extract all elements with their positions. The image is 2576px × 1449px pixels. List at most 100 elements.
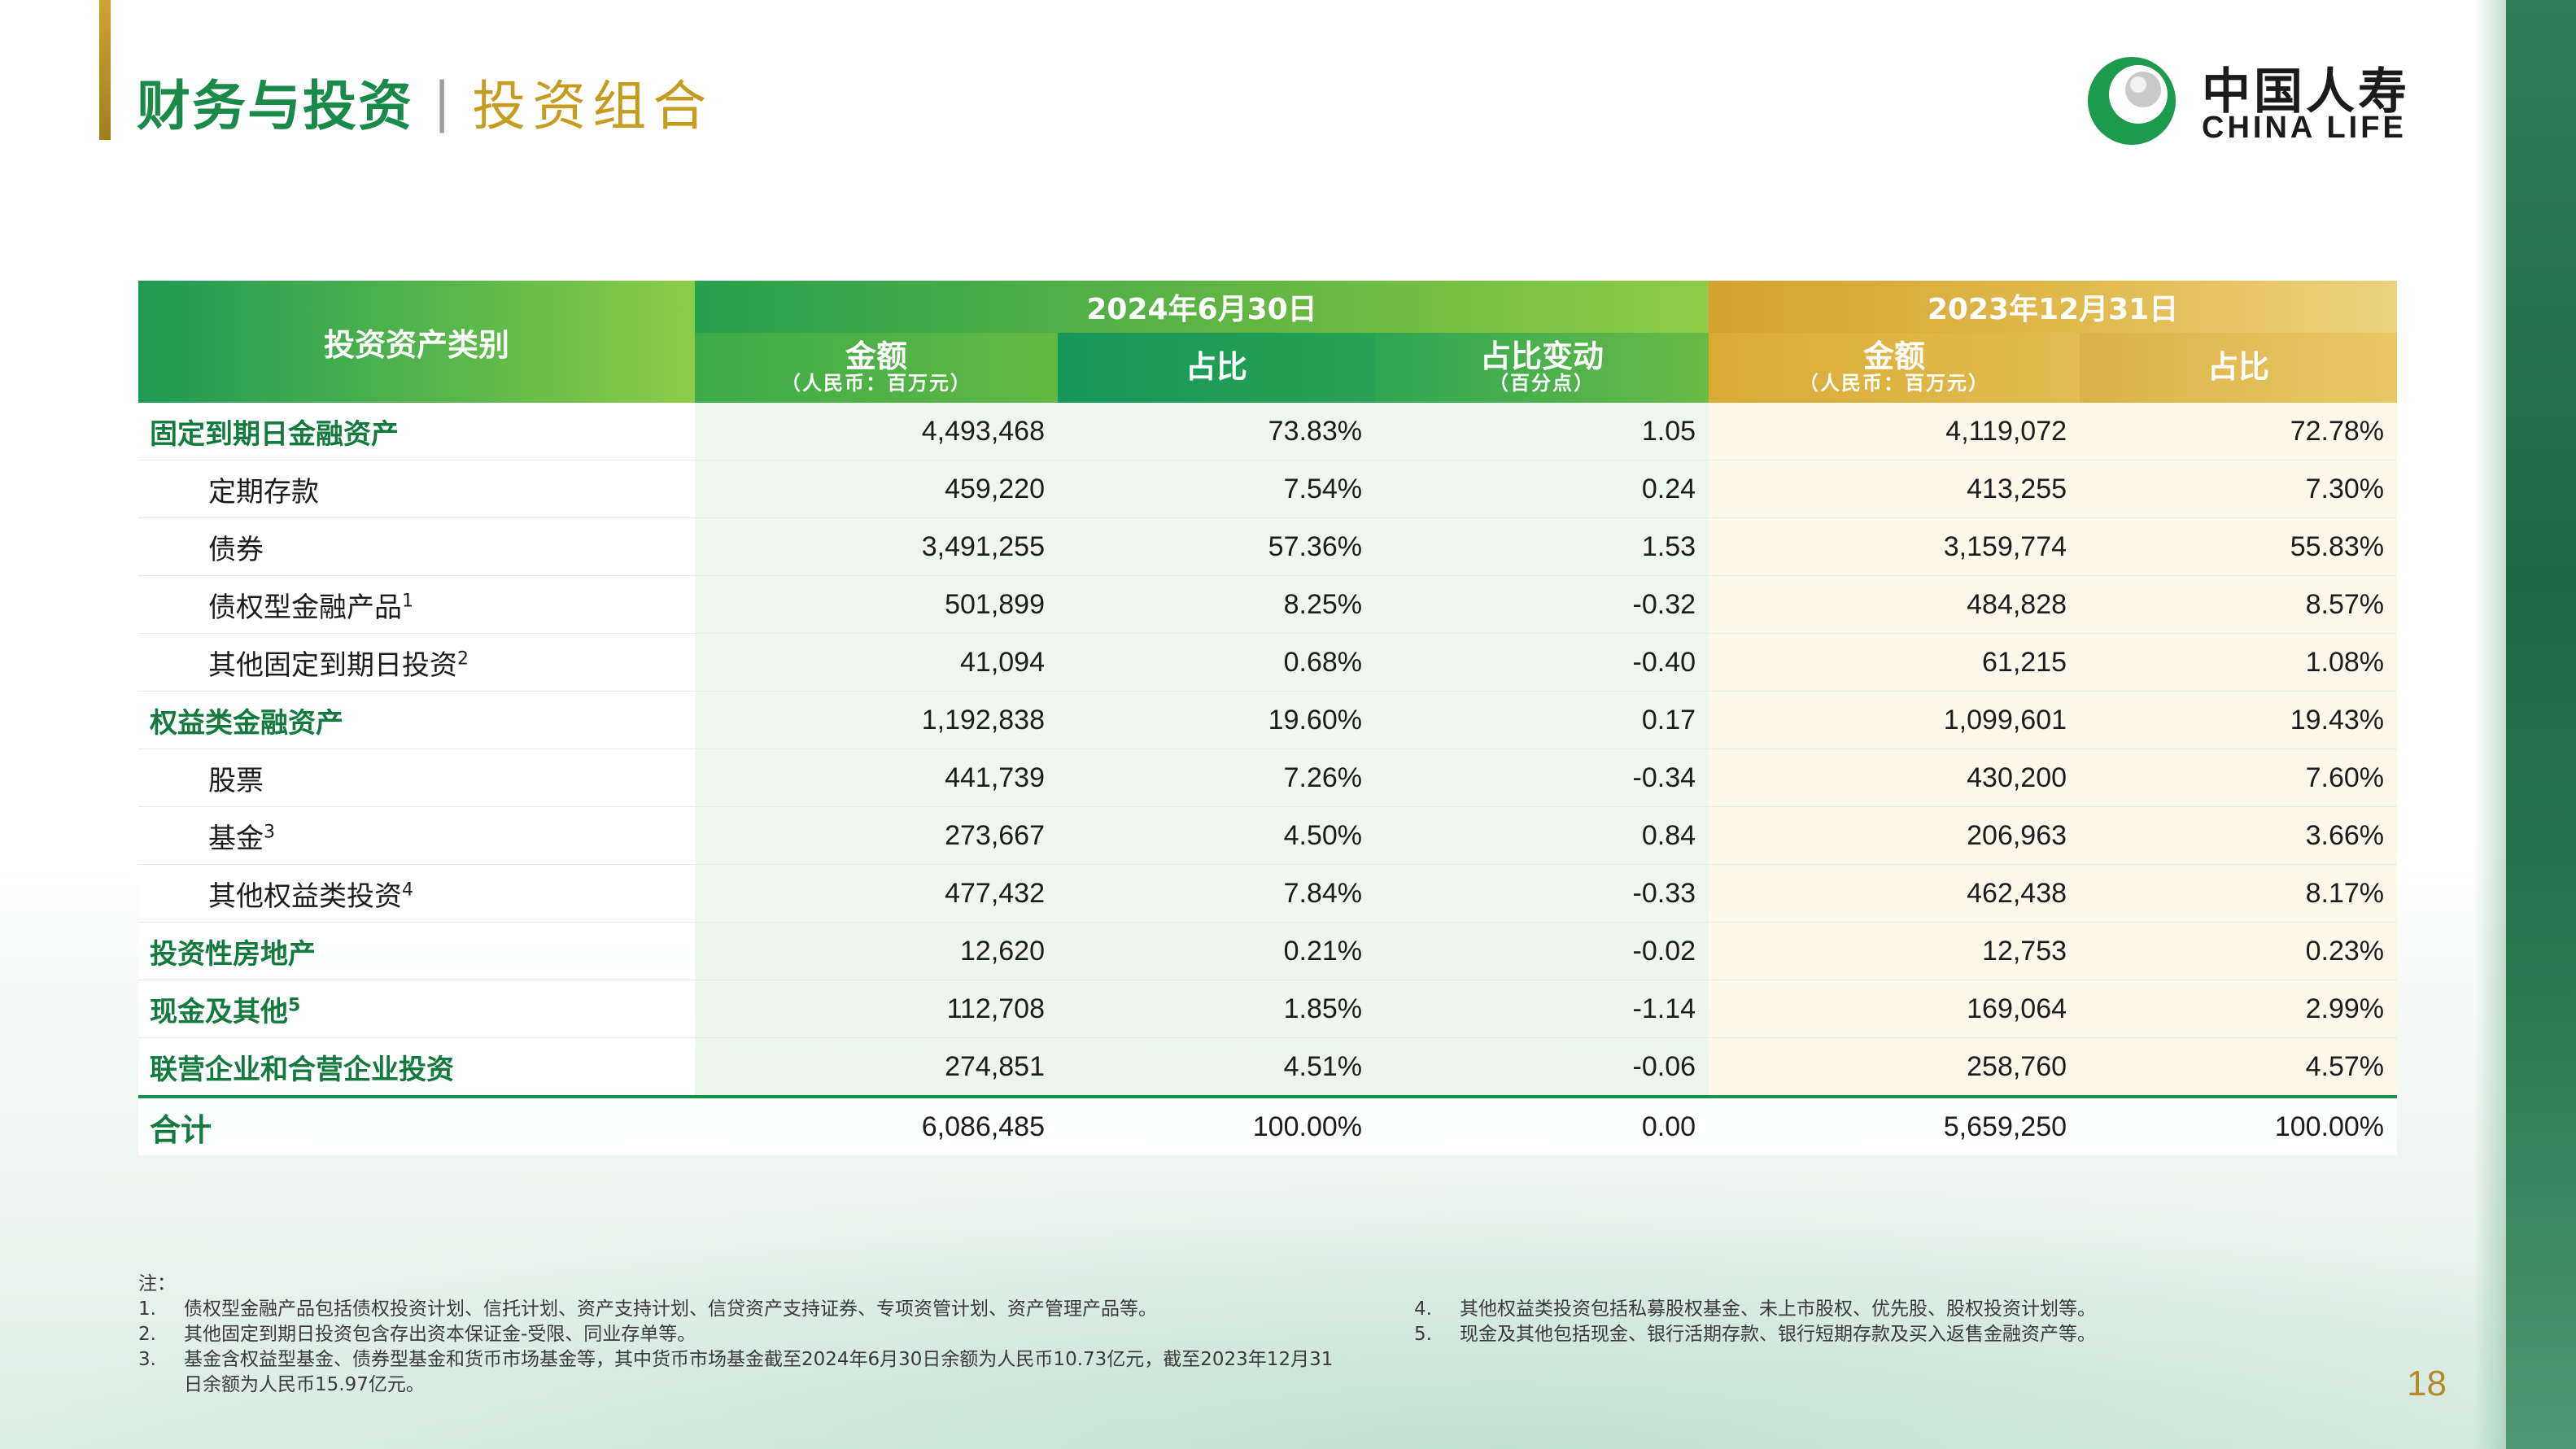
cell-share-a: 57.36%: [1058, 517, 1375, 576]
table-row: 其他固定到期日投资2 41,094 0.68% -0.40 61,215 1.0…: [138, 633, 2398, 692]
cell-amount-b: 12,753: [1709, 922, 2080, 980]
logo-chinese-name: 中国人寿: [2202, 63, 2410, 120]
cell-amount-b: 4,119,072: [1709, 403, 2080, 460]
title-separator: |: [433, 70, 453, 133]
header-amount-label: 金额: [1863, 338, 1926, 375]
row-label: 权益类金融资产: [138, 691, 695, 749]
cell-share-a: 0.21%: [1058, 922, 1375, 980]
cell-amount-b: 1,099,601: [1709, 691, 2080, 749]
footnote-number: 3.: [138, 1349, 156, 1370]
footnote-number: 5.: [1414, 1324, 1432, 1345]
cell-share-a: 4.50%: [1058, 806, 1375, 865]
header-amount-b: 金额 （人民币：百万元）: [1709, 333, 2080, 403]
table-row: 基金3 273,667 4.50% 0.84 206,963 3.66%: [138, 806, 2398, 865]
cell-share-b: 0.23%: [2080, 922, 2398, 980]
row-label: 股票: [138, 749, 695, 807]
cell-amount-a: 459,220: [695, 460, 1058, 518]
cell-change: -0.32: [1375, 575, 1709, 634]
row-label: 固定到期日金融资产: [138, 403, 695, 460]
cell-share-a: 73.83%: [1058, 403, 1375, 460]
cell-amount-b: 61,215: [1709, 633, 2080, 692]
logo-english-name: CHINA LIFE: [2202, 111, 2407, 145]
page-subtitle: 投资组合: [472, 75, 714, 137]
cell-share-a: 7.26%: [1058, 749, 1375, 807]
footnote-number: 2.: [138, 1324, 156, 1345]
title-accent-bar: [99, 0, 111, 140]
table-row: 投资性房地产 12,620 0.21% -0.02 12,753 0.23%: [138, 922, 2398, 980]
table-total-row: 合计 6,086,485 100.00% 0.00 5,659,250 100.…: [138, 1095, 2398, 1155]
row-label: 现金及其他5: [138, 980, 695, 1038]
cell-amount-b: 206,963: [1709, 806, 2080, 865]
cell-share-b: 2.99%: [2080, 980, 2398, 1038]
footnotes-heading: 注：: [138, 1273, 176, 1294]
cell-share-b: 7.60%: [2080, 749, 2398, 807]
table-row: 固定到期日金融资产 4,493,468 73.83% 1.05 4,119,07…: [138, 403, 2398, 460]
decorative-background-glow: [0, 1172, 2506, 1449]
cell-amount-a: 1,192,838: [695, 691, 1058, 749]
cell-change: 1.53: [1375, 517, 1709, 576]
cell-change: -0.02: [1375, 922, 1709, 980]
cell-change: -0.40: [1375, 633, 1709, 692]
cell-amount-b: 430,200: [1709, 749, 2080, 807]
header-period-2024-06-30: 2024年6月30日: [695, 281, 1709, 333]
cell-share-b: 55.83%: [2080, 517, 2398, 576]
cell-amount-a: 273,667: [695, 806, 1058, 865]
cell-change: 1.05: [1375, 403, 1709, 460]
cell-share-b: 8.17%: [2080, 864, 2398, 923]
decorative-right-strip: [2473, 0, 2576, 1449]
cell-change: 0.24: [1375, 460, 1709, 518]
page-number: 18: [2407, 1364, 2447, 1403]
total-share-b: 100.00%: [2080, 1095, 2398, 1155]
cell-share-b: 4.57%: [2080, 1037, 2398, 1098]
row-label: 投资性房地产: [138, 922, 695, 980]
footnote-item: 2. 其他固定到期日投资包含存出资本保证金-受限、同业存单等。: [138, 1322, 1343, 1347]
header-period-2023-12-31: 2023年12月31日: [1709, 281, 2398, 333]
cell-share-b: 7.30%: [2080, 460, 2398, 518]
row-label: 定期存款: [138, 460, 695, 518]
footnote-number: 4.: [1414, 1298, 1432, 1320]
cell-share-b: 72.78%: [2080, 403, 2398, 460]
footnote-text: 其他固定到期日投资包含存出资本保证金-受限、同业存单等。: [184, 1324, 696, 1345]
cell-share-a: 1.85%: [1058, 980, 1375, 1038]
investment-portfolio-table: 投资资产类别 2024年6月30日 2023年12月31日 金额 （人民币：百万…: [138, 281, 2398, 1155]
cell-amount-b: 484,828: [1709, 575, 2080, 634]
header-share-b: 占比: [2080, 333, 2398, 403]
header-amount-unit: （人民币：百万元）: [1799, 372, 1990, 395]
table-row: 权益类金融资产 1,192,838 19.60% 0.17 1,099,601 …: [138, 691, 2398, 749]
page-title-main: 财务与投资: [137, 75, 413, 137]
cell-amount-a: 41,094: [695, 633, 1058, 692]
china-life-logo-icon: [2088, 57, 2176, 145]
header-amount-unit: （人民币：百万元）: [781, 372, 971, 395]
total-amount-b: 5,659,250: [1709, 1095, 2080, 1155]
cell-share-a: 7.54%: [1058, 460, 1375, 518]
cell-amount-a: 3,491,255: [695, 517, 1058, 576]
cell-amount-b: 413,255: [1709, 460, 2080, 518]
row-label: 债权型金融产品1: [138, 575, 695, 634]
row-label: 基金3: [138, 806, 695, 865]
cell-amount-b: 258,760: [1709, 1037, 2080, 1098]
cell-share-a: 19.60%: [1058, 691, 1375, 749]
cell-share-a: 7.84%: [1058, 864, 1375, 923]
total-amount-a: 6,086,485: [695, 1095, 1058, 1155]
cell-share-a: 0.68%: [1058, 633, 1375, 692]
table-row: 债券 3,491,255 57.36% 1.53 3,159,774 55.83…: [138, 517, 2398, 576]
footnote-item: 5. 现金及其他包括现金、银行活期存款、银行短期存款及买入返售金融资产等。: [1414, 1322, 2390, 1347]
total-change: 0.00: [1375, 1095, 1709, 1155]
china-life-logo: 中国人寿 CHINA LIFE: [2083, 47, 2441, 153]
cell-change: 0.84: [1375, 806, 1709, 865]
cell-share-b: 3.66%: [2080, 806, 2398, 865]
header-change: 占比变动 （百分点）: [1375, 333, 1709, 403]
total-label: 合计: [138, 1095, 695, 1155]
footnote-item: 4. 其他权益类投资包括私募股权基金、未上市股权、优先股、股权投资计划等。: [1414, 1297, 2390, 1322]
cell-change: -0.06: [1375, 1037, 1709, 1098]
cell-share-a: 8.25%: [1058, 575, 1375, 634]
page-title: 财务与投资 | 投资组合: [137, 61, 713, 142]
footnotes: 注： 1. 债权型金融产品包括债权投资计划、信托计划、资产支持计划、信贷资产支持…: [138, 1272, 2417, 1395]
header-amount-a: 金额 （人民币：百万元）: [695, 333, 1058, 403]
header-change-label: 占比变动: [1480, 338, 1605, 375]
footnote-item: 1. 债权型金融产品包括债权投资计划、信托计划、资产支持计划、信贷资产支持证券、…: [138, 1297, 1343, 1322]
row-label: 其他权益类投资4: [138, 864, 695, 923]
table-row: 其他权益类投资4 477,432 7.84% -0.33 462,438 8.1…: [138, 864, 2398, 923]
header-share-a: 占比: [1058, 333, 1375, 403]
cell-amount-b: 169,064: [1709, 980, 2080, 1038]
